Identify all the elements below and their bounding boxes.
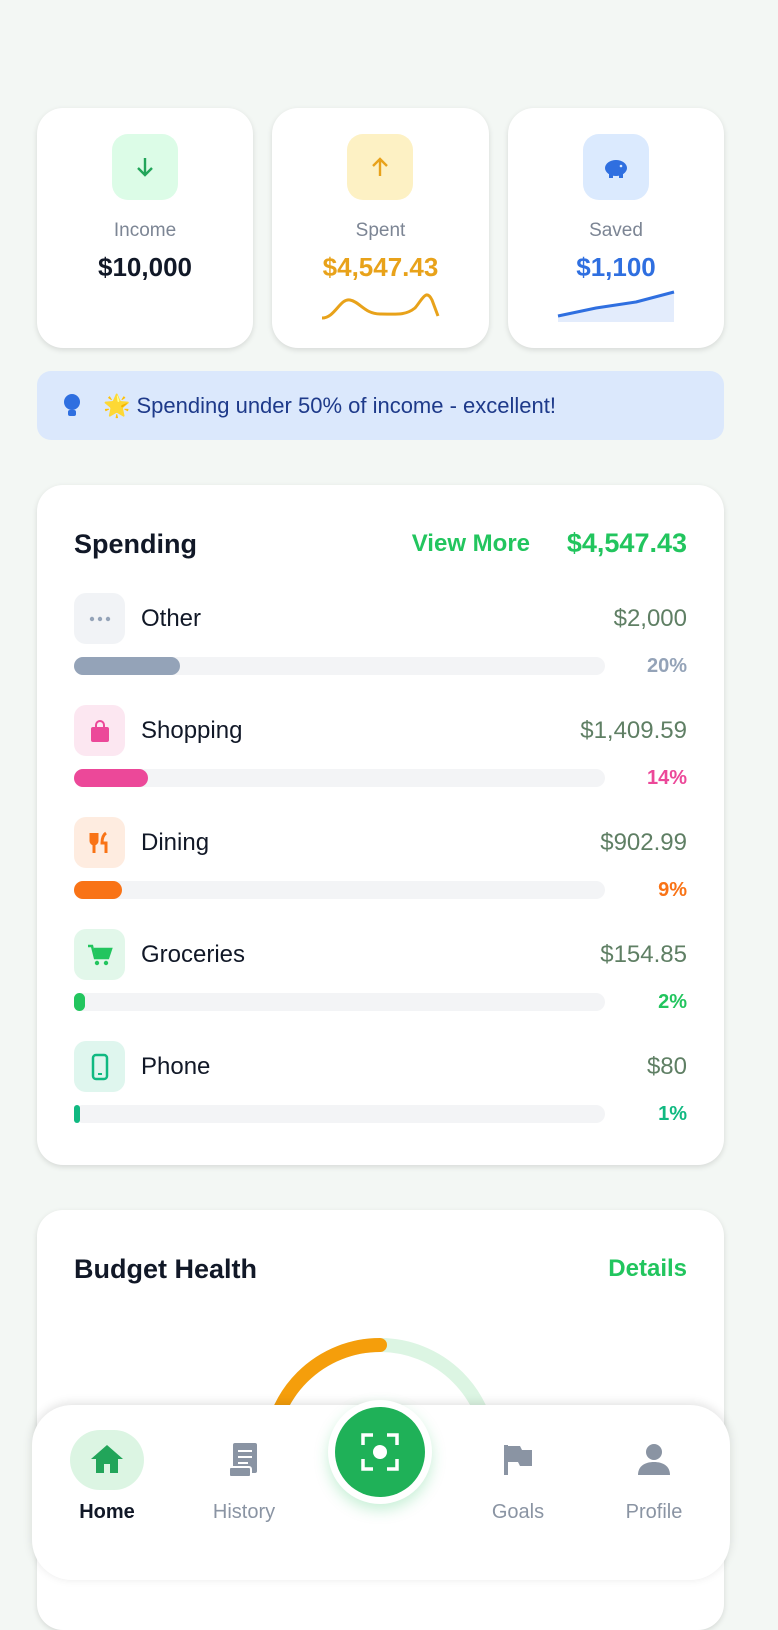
details-link[interactable]: Details xyxy=(608,1255,687,1282)
saved-card[interactable]: Saved $1,100 xyxy=(508,108,724,348)
bottom-nav: Home History Goals Profile xyxy=(32,1400,730,1580)
progress-track xyxy=(74,657,605,675)
nav-history[interactable]: History xyxy=(212,1501,276,1523)
sparkline xyxy=(321,293,440,320)
category-icon xyxy=(74,593,125,644)
history-icon[interactable] xyxy=(227,1441,261,1479)
category-share: 9% xyxy=(658,879,687,901)
category-share: 14% xyxy=(646,767,687,789)
progress-bar xyxy=(74,1105,80,1123)
progress-bar xyxy=(74,657,181,675)
amount: $4,547.43 xyxy=(322,252,439,282)
tip-banner: 🌟 Spending under 50% of income - excelle… xyxy=(37,371,724,440)
view-more[interactable]: View More xyxy=(411,530,530,557)
category-icon xyxy=(74,1041,125,1092)
saved-icon xyxy=(583,134,649,200)
income-card[interactable]: Income $10,000 xyxy=(37,108,253,348)
spent-card[interactable]: Spent $4,547.43 xyxy=(272,108,489,348)
spent-icon xyxy=(347,134,413,200)
nav-profile[interactable]: Profile xyxy=(625,1501,683,1523)
label: Spent xyxy=(355,220,406,241)
progress-track xyxy=(74,769,605,787)
section-title: Budget Health xyxy=(74,1254,258,1284)
home-icon[interactable] xyxy=(89,1443,125,1475)
category-name: Groceries xyxy=(141,941,246,968)
goals-icon[interactable] xyxy=(502,1443,534,1477)
category-name: Other xyxy=(141,605,202,632)
category-share: 1% xyxy=(658,1103,687,1125)
category-icon xyxy=(74,705,125,756)
nav-home[interactable]: Home xyxy=(79,1501,135,1523)
amount: $10,000 xyxy=(98,252,192,282)
sparkline xyxy=(557,290,675,322)
category-amount: $2,000 xyxy=(613,605,687,632)
progress-bar xyxy=(74,881,122,899)
profile-icon[interactable] xyxy=(637,1443,671,1475)
income-icon xyxy=(112,134,178,200)
progress-bar xyxy=(74,769,149,787)
category-amount: $154.85 xyxy=(600,941,687,968)
bulb-icon xyxy=(64,394,80,416)
category-icon xyxy=(74,817,125,868)
category-share: 2% xyxy=(658,991,687,1013)
category-name: Dining xyxy=(141,829,210,856)
category-icon xyxy=(74,929,125,980)
amount: $1,100 xyxy=(576,252,656,282)
section-title: Spending xyxy=(74,529,197,559)
spending-card: Spending View More $4,547.43 Other $2,000… xyxy=(37,485,724,1165)
tip-text: 🌟 Spending under 50% of income - excelle… xyxy=(103,393,556,418)
progress-track xyxy=(74,881,605,899)
total: $4,547.43 xyxy=(566,528,687,558)
category-share: 20% xyxy=(646,655,687,677)
label: Saved xyxy=(589,220,643,241)
category-name: Shopping xyxy=(141,717,243,744)
progress-track xyxy=(74,993,605,1011)
category-amount: $1,409.59 xyxy=(580,717,687,744)
nav-goals[interactable]: Goals xyxy=(491,1501,545,1523)
progress-bar xyxy=(74,993,85,1011)
category-amount: $80 xyxy=(646,1053,687,1080)
category-amount: $902.99 xyxy=(600,829,687,856)
scan-button[interactable] xyxy=(335,1407,425,1497)
label: Income xyxy=(113,220,177,241)
progress-track xyxy=(74,1105,605,1123)
category-name: Phone xyxy=(141,1053,211,1080)
